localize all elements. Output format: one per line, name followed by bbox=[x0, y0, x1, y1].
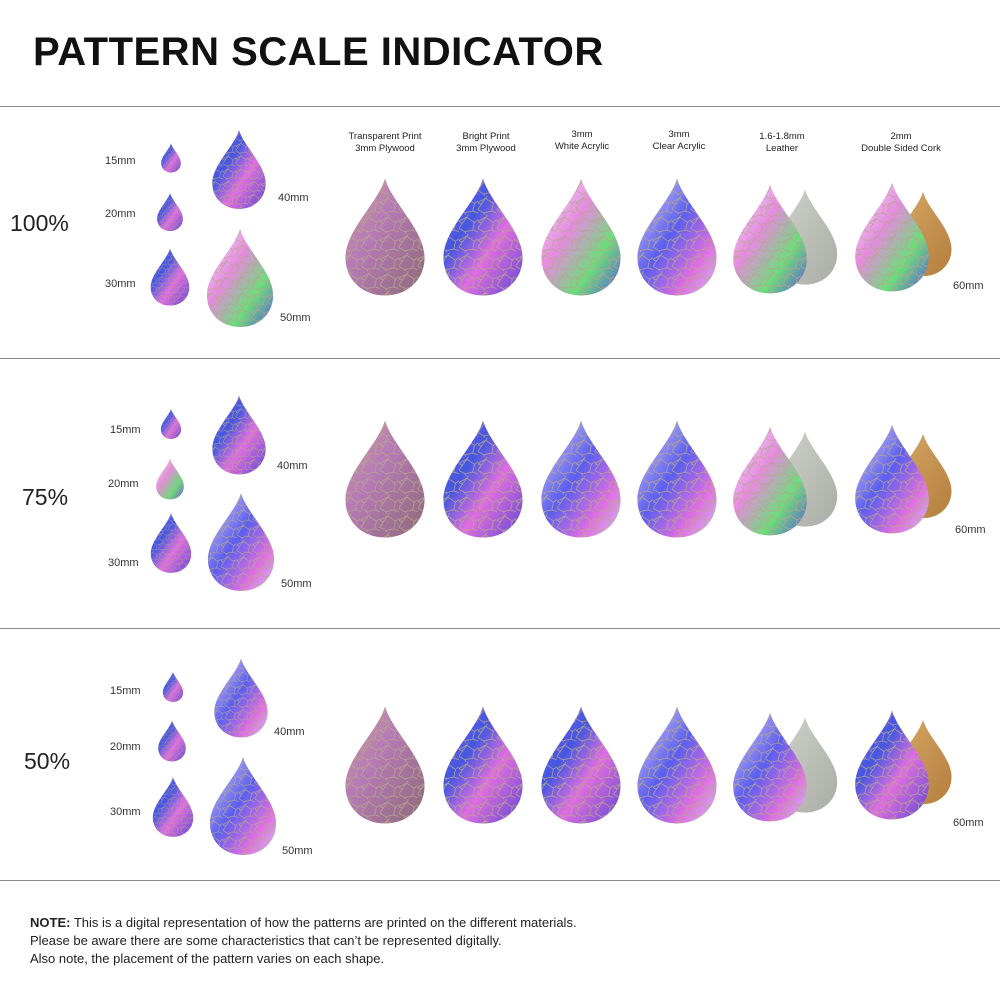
column-heading-clear-acrylic: 3mm Clear Acrylic bbox=[652, 129, 706, 152]
earring-15mm bbox=[160, 408, 182, 440]
size-label: 40mm bbox=[277, 460, 308, 472]
earring-bright-plywood bbox=[440, 418, 526, 540]
note-line: This is a digital representation of how … bbox=[73, 915, 577, 930]
earring-50mm bbox=[207, 754, 279, 858]
earring-transparent-plywood bbox=[342, 418, 428, 540]
column-heading-leather: 1.6-1.8mm Leather bbox=[759, 131, 805, 154]
earring-20mm bbox=[155, 458, 185, 500]
earring-white-acrylic bbox=[538, 418, 624, 540]
size-label: 20mm bbox=[105, 208, 136, 220]
note-line: Please be aware there are some character… bbox=[30, 933, 502, 948]
earring-20mm bbox=[156, 192, 184, 232]
earring-clear-acrylic bbox=[634, 176, 720, 298]
earring-30mm bbox=[151, 776, 195, 838]
size-label: 30mm bbox=[108, 557, 139, 569]
size-label: 60mm bbox=[955, 524, 986, 536]
size-label: 60mm bbox=[953, 280, 984, 292]
earring-15mm bbox=[160, 143, 182, 173]
note-label: NOTE: bbox=[30, 915, 71, 930]
earring-30mm bbox=[149, 246, 191, 308]
size-label: 60mm bbox=[953, 817, 984, 829]
earring-leather-front bbox=[730, 706, 810, 828]
size-label: 15mm bbox=[110, 424, 141, 436]
divider bbox=[0, 628, 1000, 629]
divider bbox=[0, 880, 1000, 881]
earring-clear-acrylic bbox=[634, 704, 720, 826]
size-label: 20mm bbox=[110, 741, 141, 753]
size-label: 15mm bbox=[110, 685, 141, 697]
earring-40mm bbox=[210, 392, 268, 478]
size-label: 50mm bbox=[282, 845, 313, 857]
size-label: 30mm bbox=[110, 806, 141, 818]
earring-50mm bbox=[204, 226, 276, 330]
divider bbox=[0, 106, 1000, 107]
earring-bright-plywood bbox=[440, 176, 526, 298]
column-heading-bright-plywood: Bright Print 3mm Plywood bbox=[456, 131, 516, 154]
earring-cork-front bbox=[852, 418, 932, 540]
earring-white-acrylic bbox=[538, 704, 624, 826]
size-label: 40mm bbox=[274, 726, 305, 738]
size-label: 15mm bbox=[105, 155, 136, 167]
earring-20mm bbox=[157, 720, 187, 762]
divider bbox=[0, 358, 1000, 359]
note-line: Also note, the placement of the pattern … bbox=[30, 951, 385, 966]
column-heading-transparent-plywood: Transparent Print 3mm Plywood bbox=[348, 131, 422, 154]
page-title: PATTERN SCALE INDICATOR bbox=[33, 30, 604, 74]
column-heading-cork: 2mm Double Sided Cork bbox=[861, 131, 941, 154]
earring-cork-front bbox=[852, 176, 932, 298]
disclaimer-note: NOTE: This is a digital representation o… bbox=[30, 914, 577, 968]
scale-label-75: 75% bbox=[22, 484, 69, 510]
earring-transparent-plywood bbox=[342, 176, 428, 298]
size-label: 40mm bbox=[278, 192, 309, 204]
size-label: 20mm bbox=[108, 478, 139, 490]
earring-clear-acrylic bbox=[634, 418, 720, 540]
earring-white-acrylic bbox=[538, 176, 624, 298]
size-label: 50mm bbox=[280, 312, 311, 324]
column-heading-white-acrylic: 3mm White Acrylic bbox=[554, 129, 610, 152]
earring-50mm bbox=[205, 490, 277, 594]
earring-40mm bbox=[210, 127, 268, 212]
scale-label-100: 100% bbox=[10, 210, 69, 236]
size-label: 50mm bbox=[281, 578, 312, 590]
earring-30mm bbox=[149, 512, 193, 574]
earring-15mm bbox=[162, 671, 184, 703]
earring-bright-plywood bbox=[440, 704, 526, 826]
size-label: 30mm bbox=[105, 278, 136, 290]
earring-40mm bbox=[212, 656, 270, 740]
earring-leather-front bbox=[730, 178, 810, 300]
earring-leather-front bbox=[730, 420, 810, 542]
scale-label-50: 50% bbox=[24, 748, 71, 774]
earring-cork-front bbox=[852, 704, 932, 826]
earring-transparent-plywood bbox=[342, 704, 428, 826]
